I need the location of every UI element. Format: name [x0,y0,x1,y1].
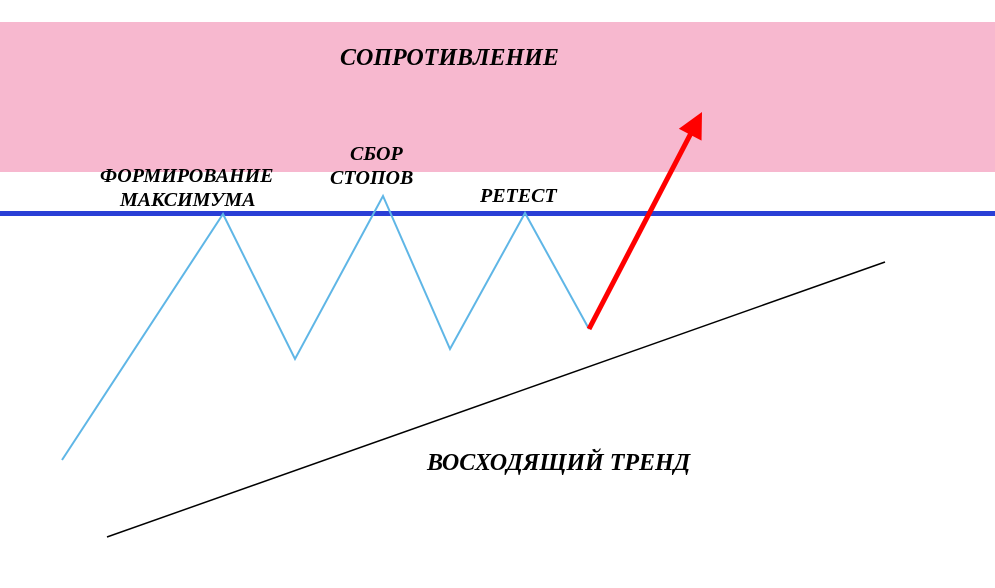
price-polyline [62,196,589,460]
label-stophunt-line1: СБОР [350,143,403,166]
label-uptrend: ВОСХОДЯЩИЙ ТРЕНД [427,450,690,477]
label-resistance: СОПРОТИВЛЕНИЕ [340,45,559,72]
arrow-shaft [589,125,695,329]
trend-line [107,262,885,537]
label-formation-line2: МАКСИМУМА [120,189,255,212]
breakout-arrow [589,112,702,329]
chart-svg [0,0,995,588]
label-retest: РЕТЕСТ [480,185,557,208]
label-stophunt-line2: СТОПОВ [330,167,413,190]
label-formation-line1: ФОРМИРОВАНИЕ [100,165,274,188]
